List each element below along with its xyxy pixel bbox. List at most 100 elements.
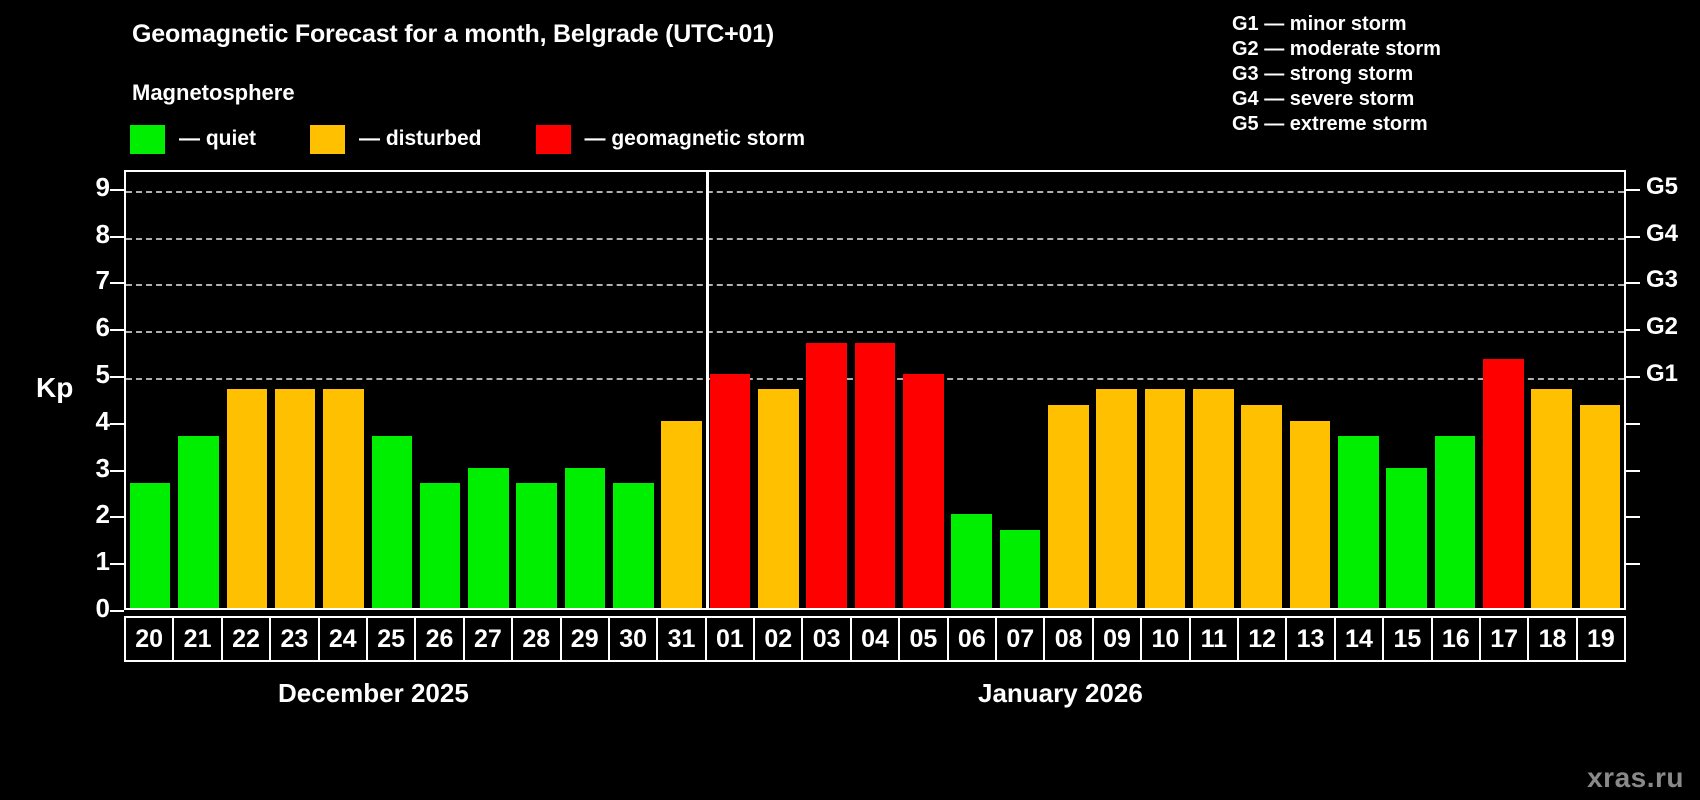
bar-slot [319, 172, 367, 608]
month-label-december: December 2025 [278, 678, 469, 708]
bar [951, 514, 993, 608]
legend-item: — quiet [130, 124, 256, 154]
y-tick-label: 6 [95, 312, 110, 343]
bar-slot [368, 172, 416, 608]
day-label-cell: 09 [1093, 618, 1143, 660]
bar-slot [851, 172, 899, 608]
day-label-cell: 08 [1045, 618, 1094, 660]
day-label-cell: 31 [658, 618, 707, 660]
bar-slot [899, 172, 947, 608]
day-label-cell: 10 [1142, 618, 1191, 660]
g-scale-row: G1 — minor storm [1232, 13, 1407, 35]
day-label-cell: 24 [319, 618, 368, 660]
bar-slot [1141, 172, 1189, 608]
chart-subtitle: Magnetosphere [132, 80, 295, 105]
bar-slot [223, 172, 271, 608]
bar [226, 389, 268, 608]
bar [516, 483, 558, 608]
day-label-cell: 25 [367, 618, 417, 660]
y-tick-label: 4 [95, 405, 110, 436]
bar-slot [948, 172, 996, 608]
day-label-cell: 20 [126, 618, 175, 660]
y-tick-mark [110, 469, 124, 472]
bar-slot [271, 172, 319, 608]
day-label-cell: 28 [513, 618, 562, 660]
y-tick-label: 5 [95, 358, 110, 389]
day-label-cell: 15 [1384, 618, 1433, 660]
g-scale-row: G5 — extreme storm [1232, 113, 1428, 135]
bar-slot [1431, 172, 1479, 608]
bar-slot [1238, 172, 1286, 608]
y-tick-mark [110, 329, 124, 332]
bar [1483, 358, 1524, 608]
bar [1338, 436, 1379, 608]
y-tick-mark [110, 422, 124, 425]
day-label-cell: 26 [416, 618, 465, 660]
bar-slot [1286, 172, 1334, 608]
day-label-cell: 06 [948, 618, 998, 660]
bar-slot [706, 172, 754, 608]
bar-slot [464, 172, 512, 608]
y-tick-mark [110, 563, 124, 566]
bar-slot [126, 172, 174, 608]
legend-item-label: — quiet [179, 127, 256, 150]
bar-slot [609, 172, 657, 608]
day-label-cell: 05 [900, 618, 949, 660]
bar [1531, 389, 1572, 608]
month-separator [705, 170, 709, 610]
bar [1579, 405, 1621, 608]
bar [709, 373, 751, 608]
y-tick-mark [110, 516, 124, 519]
bar [1289, 420, 1331, 608]
day-label-cell: 21 [174, 618, 223, 660]
bar-slot [174, 172, 222, 608]
bar [1241, 405, 1282, 608]
g-scale-row: G2 — moderate storm [1232, 38, 1441, 60]
g-tick-label: G3 [1646, 266, 1679, 294]
y-tick-mark [110, 282, 124, 285]
g-tick-mark [1626, 235, 1640, 238]
bar [468, 467, 509, 608]
gridline [126, 190, 1624, 193]
bar [1386, 467, 1427, 608]
bar [1193, 389, 1234, 608]
y-axis-label: Kp [36, 372, 74, 403]
legend-item-label: — disturbed [359, 127, 482, 150]
gridline [126, 331, 1624, 334]
g-tick-label: G2 [1646, 313, 1679, 341]
month-label-january: January 2026 [978, 678, 1143, 708]
bar-slot [1334, 172, 1382, 608]
gridline [126, 284, 1624, 287]
day-label-cell: 14 [1335, 618, 1385, 660]
bar [758, 389, 799, 608]
bar [129, 483, 171, 608]
g-tick-mark [1626, 422, 1640, 425]
bar [1096, 389, 1138, 608]
bar-slot [1479, 172, 1527, 608]
y-tick-mark [110, 610, 124, 612]
g-scale-row: G3 — strong storm [1232, 63, 1414, 85]
watermark: xras.ru [1587, 762, 1684, 793]
bar-slot [754, 172, 802, 608]
bar-slot [1044, 172, 1092, 608]
bar [1144, 389, 1186, 608]
y-tick-label: 8 [95, 218, 110, 249]
day-label-cell: 11 [1190, 618, 1239, 660]
g-tick-label: G4 [1646, 219, 1679, 247]
green-swatch [130, 124, 165, 154]
y-tick-label: 7 [95, 265, 110, 296]
bar-slot [1189, 172, 1237, 608]
bar [419, 483, 461, 608]
bar [178, 436, 219, 608]
day-label-cell: 07 [997, 618, 1046, 660]
y-tick-mark [110, 188, 124, 191]
y-tick-mark [110, 375, 124, 378]
day-label-cell: 23 [271, 618, 320, 660]
gridline [126, 237, 1624, 240]
g-tick-label: G1 [1646, 359, 1679, 387]
g-tick-mark [1626, 469, 1640, 472]
g-tick-mark [1626, 563, 1640, 566]
day-label-cell: 12 [1238, 618, 1288, 660]
bar [274, 389, 316, 608]
day-label-cell: 03 [803, 618, 852, 660]
